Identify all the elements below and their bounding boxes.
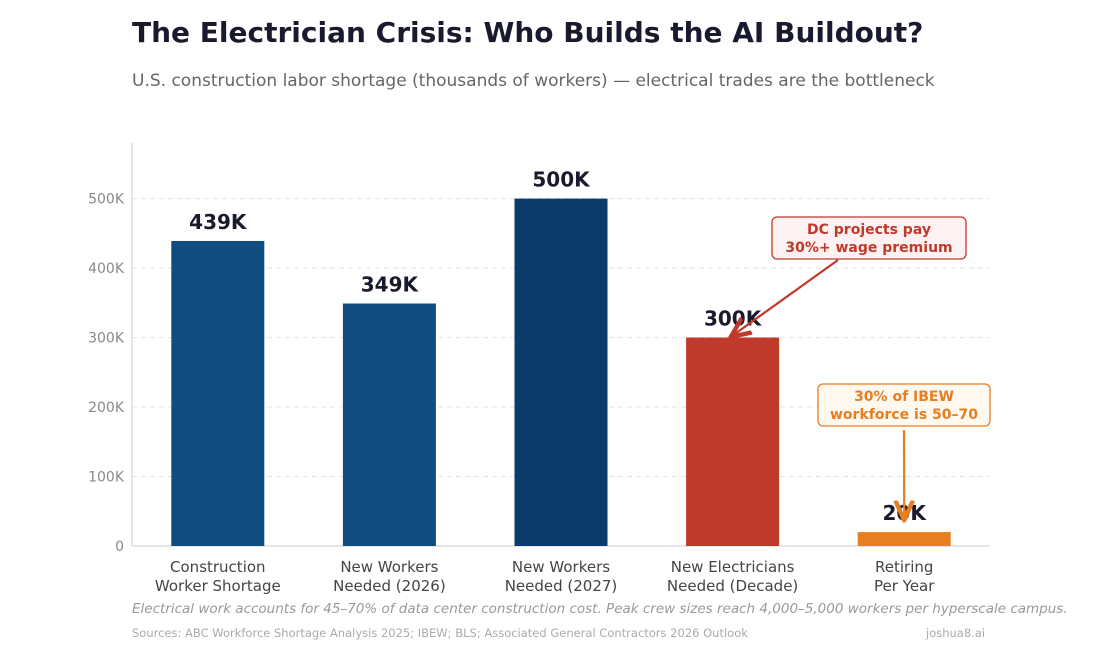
x-tick-label: Retiring Per Year: [874, 558, 935, 595]
sources-text: Sources: ABC Workforce Shortage Analysis…: [132, 626, 748, 640]
x-tick-label: New Electricians Needed (Decade): [667, 558, 798, 595]
annotation-box: [771, 216, 967, 260]
data-label: 500K: [532, 168, 591, 192]
y-tick-label: 0: [115, 539, 124, 555]
x-tick-label: Construction Worker Shortage: [155, 558, 281, 595]
annotation-text: 30% of IBEW workforce is 50–70: [830, 389, 978, 423]
data-label: 439K: [189, 210, 248, 234]
y-tick-label: 400K: [88, 261, 125, 277]
brand-label: joshua8.ai: [926, 626, 986, 640]
bar: [686, 337, 780, 546]
bar: [857, 532, 951, 546]
y-tick-label: 500K: [88, 192, 125, 208]
y-tick-label: 300K: [88, 331, 125, 347]
bar: [514, 198, 608, 546]
bar: [171, 240, 265, 546]
annotation-text: DC projects pay 30%+ wage premium: [785, 222, 952, 256]
y-tick-label: 200K: [88, 400, 125, 416]
x-tick-label: New Workers Needed (2026): [333, 558, 446, 595]
chart-subtitle: U.S. construction labor shortage (thousa…: [132, 71, 935, 91]
data-label: 349K: [361, 273, 420, 297]
x-tick-label: New Workers Needed (2027): [505, 558, 618, 595]
data-label: 300K: [704, 307, 763, 331]
bar: [342, 303, 436, 546]
annotation-arrow: [733, 259, 839, 336]
chart-title: The Electrician Crisis: Who Builds the A…: [132, 16, 924, 49]
footnote: Electrical work accounts for 45–70% of d…: [132, 601, 1068, 617]
annotation-box: [817, 383, 991, 427]
y-tick-label: 100K: [88, 470, 125, 486]
